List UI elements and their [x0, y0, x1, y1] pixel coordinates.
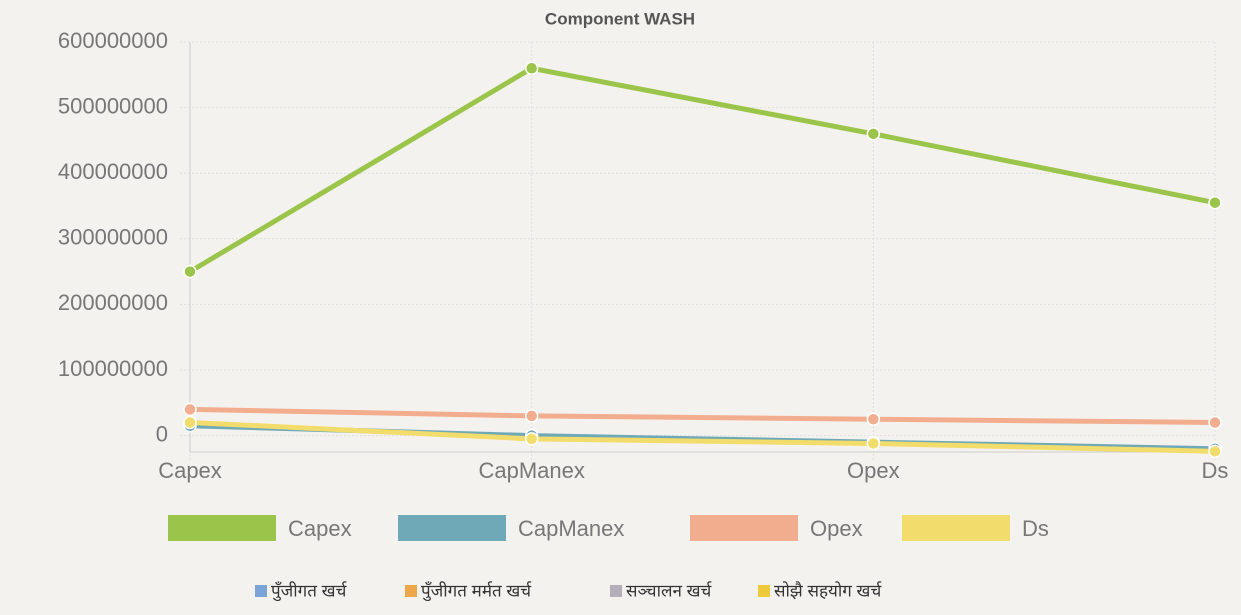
y-tick-label: 400000000: [58, 159, 168, 184]
legend2-label: सोझै सहयोग खर्च: [774, 580, 882, 600]
chart-title: Component WASH: [545, 9, 695, 28]
legend-label: Capex: [288, 516, 352, 541]
point: [524, 409, 539, 423]
y-tick-label: 0: [156, 421, 168, 446]
point: [1208, 415, 1222, 430]
legend-label: CapManex: [518, 516, 624, 541]
point: [183, 415, 197, 430]
x-tick-label: Opex: [847, 458, 900, 483]
legend-swatch: [168, 515, 276, 541]
y-tick-label: 500000000: [58, 93, 168, 118]
point: [866, 127, 881, 141]
legend-swatch: [398, 515, 506, 541]
legend2-swatch: [758, 585, 770, 597]
series-line: [189, 419, 1216, 454]
legend2-swatch: [255, 585, 267, 597]
point: [866, 412, 881, 426]
legend2-swatch: [610, 585, 622, 597]
point: [1208, 444, 1222, 459]
y-tick-label: 200000000: [58, 290, 168, 315]
x-tick-label: CapManex: [478, 458, 584, 483]
series-line: [189, 406, 1216, 425]
legend-label: Ds: [1022, 516, 1049, 541]
legend2-label: सञ्चालन खर्च: [626, 580, 713, 600]
legend2-swatch: [405, 585, 417, 597]
legend-label: Opex: [810, 516, 863, 541]
y-tick-label: 300000000: [58, 225, 168, 250]
legend2-label: पुँजीगत मर्मत खर्च: [421, 580, 532, 601]
y-tick-label: 100000000: [58, 356, 168, 381]
y-tick-label: 600000000: [58, 28, 168, 53]
x-tick-label: Ds: [1202, 458, 1229, 483]
series-line: [188, 65, 1216, 274]
x-tick-label: Capex: [158, 458, 222, 483]
point: [1208, 195, 1222, 210]
legend-swatch: [690, 515, 798, 541]
legend-swatch: [902, 515, 1010, 541]
point: [524, 61, 539, 75]
point: [183, 264, 197, 279]
point: [524, 432, 539, 446]
point: [866, 436, 881, 451]
legend2-label: पुँजीगत खर्च: [271, 580, 348, 601]
point: [183, 402, 197, 417]
